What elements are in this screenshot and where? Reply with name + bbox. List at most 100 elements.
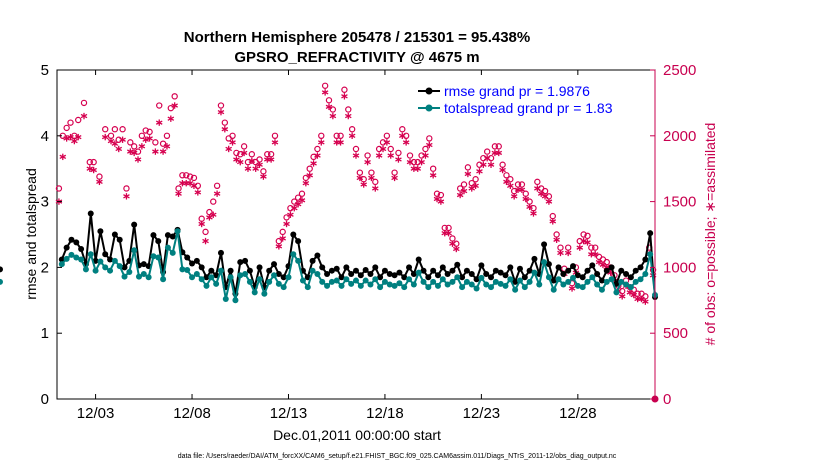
possible-obs-marker [233, 149, 240, 157]
rmse-point [131, 221, 138, 228]
x-tick-label: 12/18 [366, 405, 404, 422]
asterisk-stroke [119, 137, 126, 142]
rmse-point [521, 274, 528, 281]
totalspread-point [623, 281, 630, 288]
asterisk-stroke [325, 104, 333, 110]
totalspread-point [536, 281, 543, 288]
asterisk-stroke [107, 138, 115, 144]
possible-obs-marker [464, 164, 472, 171]
totalspread-point [280, 284, 287, 291]
possible-obs-marker [146, 128, 153, 136]
possible-obs-marker [213, 182, 221, 190]
assimilated-obs-marker [155, 119, 163, 126]
asterisk-stroke [130, 150, 138, 156]
assimilated-obs-marker [437, 198, 445, 205]
rmse-point [584, 267, 591, 274]
chart-title-line1: Northern Hemisphere 205478 / 215301 = 95… [184, 29, 530, 46]
totalspread-line [61, 230, 656, 301]
assimilated-obs-marker [146, 135, 153, 142]
asterisk-stroke [152, 149, 159, 154]
possible-obs-marker [306, 165, 313, 172]
assimilated-obs-marker [557, 249, 564, 257]
assimilated-obs-marker [256, 161, 263, 168]
y-tick-label-left: 3 [41, 194, 49, 211]
assimilated-obs-marker [80, 112, 88, 120]
y-tick-label-right: 2500 [663, 62, 696, 79]
assimilated-obs-marker [86, 165, 94, 172]
rmse-point [507, 264, 514, 271]
assimilated-obs-marker [294, 201, 302, 208]
asterisk-stroke [115, 146, 123, 152]
asterisk-stroke [375, 153, 383, 158]
asterisk-stroke [387, 153, 395, 158]
asterisk-stroke [290, 206, 298, 211]
totalspread-point [285, 274, 292, 281]
totalspread-point [343, 276, 350, 283]
asterisk-stroke [557, 250, 564, 256]
possible-obs-marker [271, 132, 279, 139]
asterisk-stroke [202, 238, 209, 244]
assimilated-obs-marker [90, 166, 97, 174]
assimilated-obs-marker [260, 173, 267, 180]
asterisk-stroke [138, 144, 146, 149]
totalspread-point [468, 281, 475, 288]
legend: rmse grand pr = 1.9876 totalspread grand… [418, 83, 613, 116]
totalspread-point [121, 273, 128, 280]
totalspread-point [164, 244, 171, 251]
asterisk-stroke [402, 140, 410, 145]
asterisk-stroke [213, 191, 221, 196]
possible-obs-marker [580, 231, 587, 238]
assimilated-obs-marker [225, 145, 232, 153]
asterisk-stroke [530, 211, 537, 216]
possible-obs-marker [190, 174, 198, 182]
rmse-point [362, 267, 369, 274]
possible-obs-marker [337, 132, 344, 139]
rmse-point [401, 274, 408, 281]
asterisk-stroke [445, 231, 452, 236]
rmse-point [434, 272, 441, 279]
assimilated-obs-marker [344, 112, 352, 120]
possible-obs-marker [55, 185, 63, 192]
totalspread-point [203, 282, 210, 289]
rmse-point [512, 278, 519, 285]
assimilated-obs-marker [464, 170, 472, 178]
possible-obs-marker [221, 119, 229, 126]
assimilated-obs-marker [152, 148, 159, 155]
totalspread-point [463, 278, 470, 285]
asterisk-stroke [630, 292, 638, 298]
assimilated-obs-marker [252, 165, 259, 172]
x-tick-label: 12/28 [559, 405, 597, 422]
assimilated-obs-marker [229, 139, 236, 146]
totalspread-point [560, 281, 567, 288]
totalspread-point [155, 254, 162, 261]
possible-obs-marker [142, 127, 149, 134]
totalspread-point [512, 286, 519, 293]
totalspread-point [160, 276, 167, 283]
possible-obs-marker [167, 104, 175, 112]
y-tick-label-left: 0 [41, 391, 49, 408]
assimilated-obs-marker [499, 166, 506, 174]
asterisk-stroke [576, 245, 584, 250]
asterisk-stroke [348, 133, 356, 138]
totalspread-point [584, 278, 591, 285]
asterisk-stroke [71, 138, 78, 144]
possible-obs-marker [67, 119, 74, 126]
totalspread-point [526, 278, 533, 285]
totalspread-point [213, 280, 220, 287]
assimilated-obs-marker [310, 160, 317, 167]
assimilated-obs-marker [306, 172, 314, 179]
y-tick-label-right: 1000 [663, 259, 696, 276]
assimilated-obs-marker [63, 135, 70, 142]
totalspread-point [73, 254, 80, 261]
totalspread-point [184, 267, 191, 274]
asterisk-stroke [549, 219, 557, 224]
totalspread-point [459, 284, 466, 291]
assimilated-obs-marker [348, 132, 356, 140]
totalspread-point [541, 259, 548, 266]
possible-obs-marker [383, 132, 391, 139]
asterisk-stroke [379, 146, 387, 152]
asterisk-stroke [321, 90, 329, 95]
rmse-point [463, 267, 470, 274]
assimilated-obs-marker [487, 161, 495, 168]
assimilated-obs-marker [159, 148, 167, 155]
